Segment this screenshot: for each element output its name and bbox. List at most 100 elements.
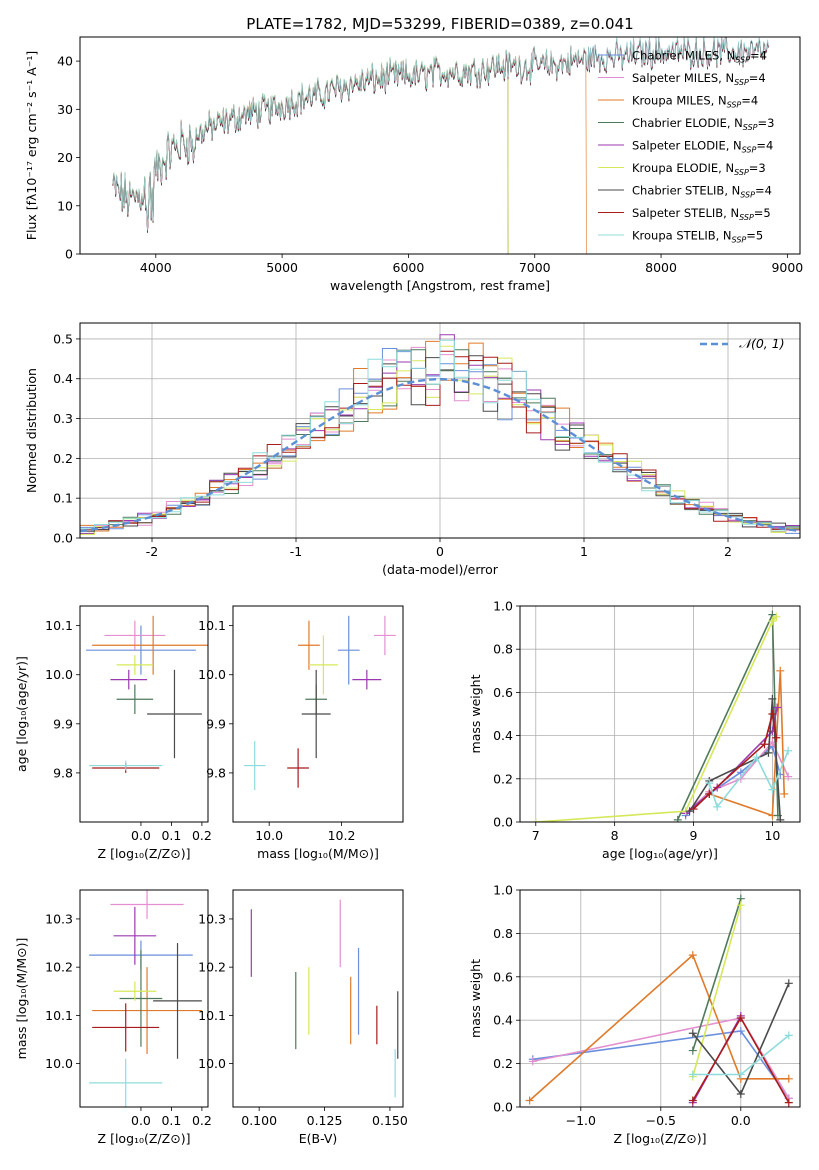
ebv-mass-panel: 0.100 0.125 0.150 10.0 10.1 10.2 10.3 E(B-V)	[198, 889, 408, 1146]
legend-ssp: SSP	[732, 236, 747, 245]
weight-marker	[736, 1089, 745, 1098]
y-tick-label: 9.8	[53, 765, 73, 780]
weight-marker	[784, 1031, 793, 1040]
weight-marker	[760, 740, 769, 749]
y-axis-label: Normed distribution	[24, 368, 39, 493]
x-axis-label: Z [log₁₀(Z/Z⊙)]	[98, 1131, 191, 1146]
weight-marker	[688, 1070, 697, 1079]
z-mass-panel: 0.0 0.1 0.2 10.0 10.1 10.2 10.3 Z [log₁₀(Z/Z⊙)]…	[14, 889, 212, 1146]
y-tick-label: 10.0	[45, 667, 73, 682]
x-axis-label: age [log₁₀(age/yr)]	[602, 846, 718, 861]
y-tick-label: 0.1	[53, 491, 73, 506]
weight-marker	[736, 1070, 745, 1079]
x-axis-label: wavelength [Angstrom, rest frame]	[330, 278, 550, 293]
plot-area	[531, 610, 793, 822]
y-axis-label: mass weight	[468, 674, 483, 753]
legend-ssp: SSP	[735, 56, 750, 65]
weight-marker	[752, 753, 761, 762]
y-tick-label: 0.4	[493, 728, 513, 743]
weight-marker	[673, 815, 682, 822]
y-tick-label: 1.0	[493, 883, 513, 898]
legend-label: Kroupa MILES, NSSP=4	[632, 94, 758, 110]
legend-series-name: Chabrier ELODIE	[632, 116, 727, 130]
legend-n: , N	[723, 206, 739, 220]
axes-frame	[519, 605, 801, 823]
weight-marker	[780, 789, 789, 798]
legend-ssp: SSP	[740, 191, 755, 200]
weight-marker	[688, 1046, 697, 1055]
legend-label: Kroupa STELIB, NSSP=5	[632, 229, 763, 245]
x-tick-label: 10.2	[328, 828, 356, 843]
x-tick-label: 8	[611, 828, 619, 843]
x-tick-label: 5000	[266, 260, 298, 275]
weight-marker	[768, 617, 777, 626]
x-tick-label: 2	[724, 544, 732, 559]
y-tick-label: 0.6	[493, 969, 513, 984]
plot-area	[112, 37, 769, 254]
x-tick-label: −0.5	[646, 1113, 676, 1128]
x-tick-label: 8000	[645, 260, 677, 275]
weight-marker	[772, 612, 781, 621]
y-axis-label: mass [log₁₀(M/M⊙)]	[14, 938, 29, 1060]
legend-nssp-value: =4	[750, 49, 767, 63]
residual-histogram-panel: -2 -1 0 1 2 0.0 0.1 0.2 0.3 0.4 0.5 (data-model)/er…	[24, 322, 801, 577]
y-tick-label: 10.1	[198, 618, 226, 633]
x-tick-label: 0.2	[192, 828, 212, 843]
weight-marker	[689, 805, 698, 814]
weight-marker	[705, 779, 714, 788]
legend-n: , N	[719, 49, 735, 63]
x-tick-label: 7	[532, 828, 540, 843]
legend-n: , N	[716, 229, 732, 243]
y-tick-label: 10.1	[45, 618, 73, 633]
weight-line	[535, 616, 777, 822]
x-tick-label: 0.0	[131, 1113, 151, 1128]
y-tick-label: 0.3	[53, 411, 73, 426]
weight-marker	[784, 979, 793, 988]
legend-series-name: Kroupa ELODIE	[632, 161, 718, 175]
x-tick-label: −1.0	[566, 1113, 596, 1128]
weight-marker	[736, 901, 745, 910]
x-tick-label: 0.0	[731, 1113, 751, 1128]
y-tick-label: 0.2	[53, 451, 73, 466]
legend-ssp: SSP	[739, 213, 754, 222]
legend-ssp: SSP	[743, 123, 758, 132]
y-tick-label: 30	[57, 102, 73, 117]
legend-series-name: Salpeter ELODIE	[632, 139, 726, 153]
y-tick-label: 10.0	[198, 667, 226, 682]
legend-nssp-value: =5	[754, 206, 771, 220]
x-tick-label: 6000	[393, 260, 425, 275]
x-tick-label: 9000	[771, 260, 803, 275]
y-axis-label: age [log₁₀(age/yr)]	[14, 656, 29, 772]
legend-ssp: SSP	[742, 146, 757, 155]
plot-area	[250, 899, 399, 1098]
age-weight-panel: 7 8 9 10 0.0 0.2 0.4 0.6 0.8 1.0 age [log₁₀(age/yr…	[468, 599, 801, 861]
weight-marker	[736, 1014, 745, 1023]
spectrum-panel: 4000 5000 6000 7000 8000 9000 0 10 20 30 40 wavelen…	[24, 36, 803, 293]
x-tick-label: 0	[436, 544, 444, 559]
y-tick-label: 0	[65, 247, 73, 262]
y-tick-label: 10	[57, 198, 73, 213]
legend-ssp: SSP	[727, 101, 742, 110]
spectrum-line	[112, 37, 769, 232]
legend-series-name: Kroupa STELIB	[632, 229, 716, 243]
z-age-panel: 0.0 0.1 0.2 9.8 9.9 10.0 10.1 Z [log₁₀(Z/Z⊙)] ag…	[14, 605, 212, 861]
legend-nssp-value: =4	[749, 71, 766, 85]
legend-series-name: Salpeter STELIB	[632, 206, 723, 220]
x-tick-label: 0.150	[372, 1113, 408, 1128]
y-axis-label: mass weight	[468, 959, 483, 1038]
weight-marker	[736, 1027, 745, 1036]
y-tick-label: 10.1	[45, 1008, 73, 1023]
weight-marker	[688, 1096, 697, 1105]
normal-curve	[80, 378, 800, 533]
y-tick-label: 9.8	[206, 765, 226, 780]
legend-label: 𝒩(0, 1)	[739, 336, 785, 351]
weight-marker	[705, 789, 714, 798]
x-tick-label: -1	[290, 544, 302, 559]
y-tick-label: 9.9	[53, 716, 73, 731]
y-tick-label: 0.8	[493, 642, 513, 657]
legend-n: , N	[718, 71, 734, 85]
x-axis-label: mass [log₁₀(M/M⊙)]	[257, 846, 379, 861]
y-tick-label: 0.5	[53, 331, 73, 346]
weight-line	[692, 898, 742, 1051]
plot-area	[89, 890, 202, 1107]
